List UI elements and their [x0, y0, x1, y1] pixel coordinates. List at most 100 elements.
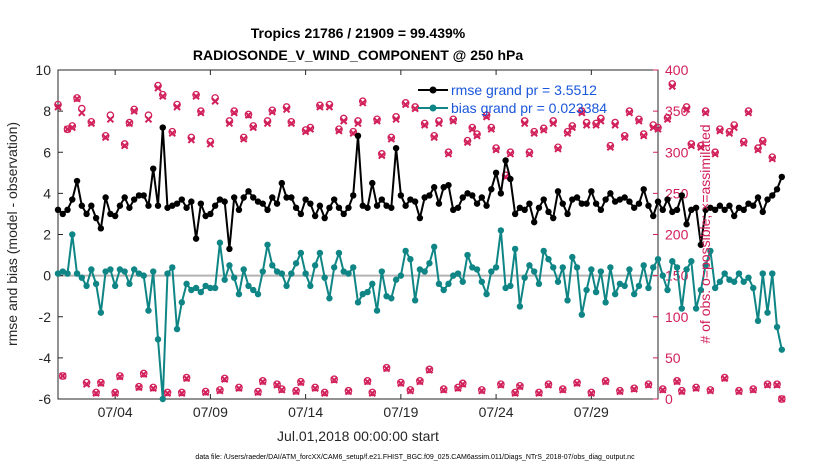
bias-point: [764, 309, 771, 316]
bias-point: [150, 268, 157, 275]
obs-assimilated-point: [116, 373, 124, 381]
bias-point: [369, 280, 376, 288]
obs-possible-point: [68, 122, 77, 130]
rmse-point: [230, 194, 238, 201]
bias-point: [507, 282, 514, 290]
x-tick-label: 07/14: [288, 404, 323, 420]
rmse-point: [564, 210, 571, 218]
obs-possible-point: [277, 385, 286, 393]
bias-point: [473, 266, 481, 273]
bias-point: [245, 282, 252, 290]
bias-point: [516, 303, 524, 310]
bias-point: [478, 278, 486, 285]
rmse-point: [659, 206, 666, 214]
obs-possible-point: [720, 373, 729, 382]
obs-possible-point: [416, 377, 424, 385]
rmse-point: [535, 204, 543, 211]
rmse-point: [207, 210, 214, 218]
bias-point: [154, 336, 162, 343]
bias-point: [292, 260, 300, 267]
rmse-point: [178, 196, 186, 203]
obs-possible-point: [192, 90, 200, 99]
obs-possible-point: [777, 395, 786, 403]
rmse-point: [145, 202, 152, 209]
obs-assimilated-point: [330, 376, 338, 384]
bias-point: [192, 284, 200, 292]
obs-assimilated-point: [249, 123, 257, 132]
bias-point: [388, 295, 395, 302]
obs-assimilated-point: [725, 129, 734, 138]
left-y-tick-label: -4: [39, 350, 52, 366]
obs-assimilated-point: [149, 384, 157, 393]
obs-assimilated-point: [301, 127, 310, 136]
obs-possible-point: [430, 131, 439, 140]
obs-assimilated-point: [306, 125, 315, 133]
obs-possible-point: [482, 111, 491, 120]
right-y-tick-label: 100: [665, 309, 689, 325]
obs-possible-point: [258, 377, 267, 385]
rmse-point: [102, 194, 109, 201]
obs-possible-point: [711, 148, 719, 157]
obs-assimilated-point: [763, 381, 772, 389]
rmse-point: [492, 169, 500, 177]
obs-possible-point: [773, 380, 781, 389]
obs-possible-point: [558, 385, 567, 393]
obs-possible-point: [306, 123, 315, 132]
right-y-tick-label: 0: [665, 391, 673, 407]
bias-point: [373, 307, 381, 314]
bias-point: [316, 249, 324, 257]
obs-possible-point: [273, 380, 281, 389]
obs-possible-point: [697, 141, 705, 150]
rmse-point: [302, 196, 309, 203]
bias-point: [421, 268, 428, 275]
obs-assimilated-point: [397, 379, 405, 388]
rmse-point: [83, 210, 90, 218]
rmse-point: [211, 202, 219, 209]
obs-possible-point: [635, 115, 643, 124]
obs-assimilated-point: [601, 378, 610, 386]
obs-assimilated-point: [73, 95, 81, 103]
bias-point: [664, 286, 671, 294]
obs-assimilated-point: [682, 105, 691, 114]
obs-assimilated-point: [473, 132, 481, 140]
obs-possible-point: [387, 133, 396, 142]
bias-point: [226, 262, 233, 269]
rmse-point: [540, 196, 547, 203]
obs-possible-point: [739, 137, 748, 146]
bias-point: [497, 227, 505, 234]
left-y-tick-label: -6: [39, 391, 52, 407]
rmse-point: [311, 212, 319, 220]
obs-assimilated-point: [135, 383, 143, 392]
rmse-point: [664, 196, 671, 203]
bias-point: [197, 288, 205, 296]
bias-point: [697, 286, 705, 294]
bias-point: [164, 270, 171, 277]
obs-possible-point: [754, 144, 762, 152]
obs-assimilated-point: [597, 117, 605, 125]
obs-possible-point: [182, 373, 191, 382]
obs-assimilated-point: [635, 117, 643, 125]
rmse-point: [454, 204, 462, 211]
right-y-tick-label: 50: [665, 350, 681, 366]
obs-possible-point: [763, 380, 772, 389]
rmse-point: [69, 196, 76, 203]
rmse-point: [250, 194, 257, 201]
rmse-point: [473, 200, 481, 207]
rmse-point: [759, 208, 766, 216]
obs-assimilated-point: [68, 123, 76, 132]
rmse-point: [507, 175, 514, 183]
bias-point: [335, 249, 343, 257]
rmse-point: [773, 186, 781, 193]
rmse-point: [411, 198, 419, 205]
obs-assimilated-point: [101, 133, 110, 142]
rmse-point: [154, 202, 162, 209]
bias-point: [307, 282, 314, 290]
bias-point: [92, 280, 100, 288]
obs-possible-point: [701, 107, 710, 115]
rmse-point: [521, 206, 528, 214]
bias-point: [140, 272, 147, 279]
bias-point: [264, 241, 271, 248]
bias-point: [445, 280, 452, 288]
bias-point: [754, 317, 762, 325]
